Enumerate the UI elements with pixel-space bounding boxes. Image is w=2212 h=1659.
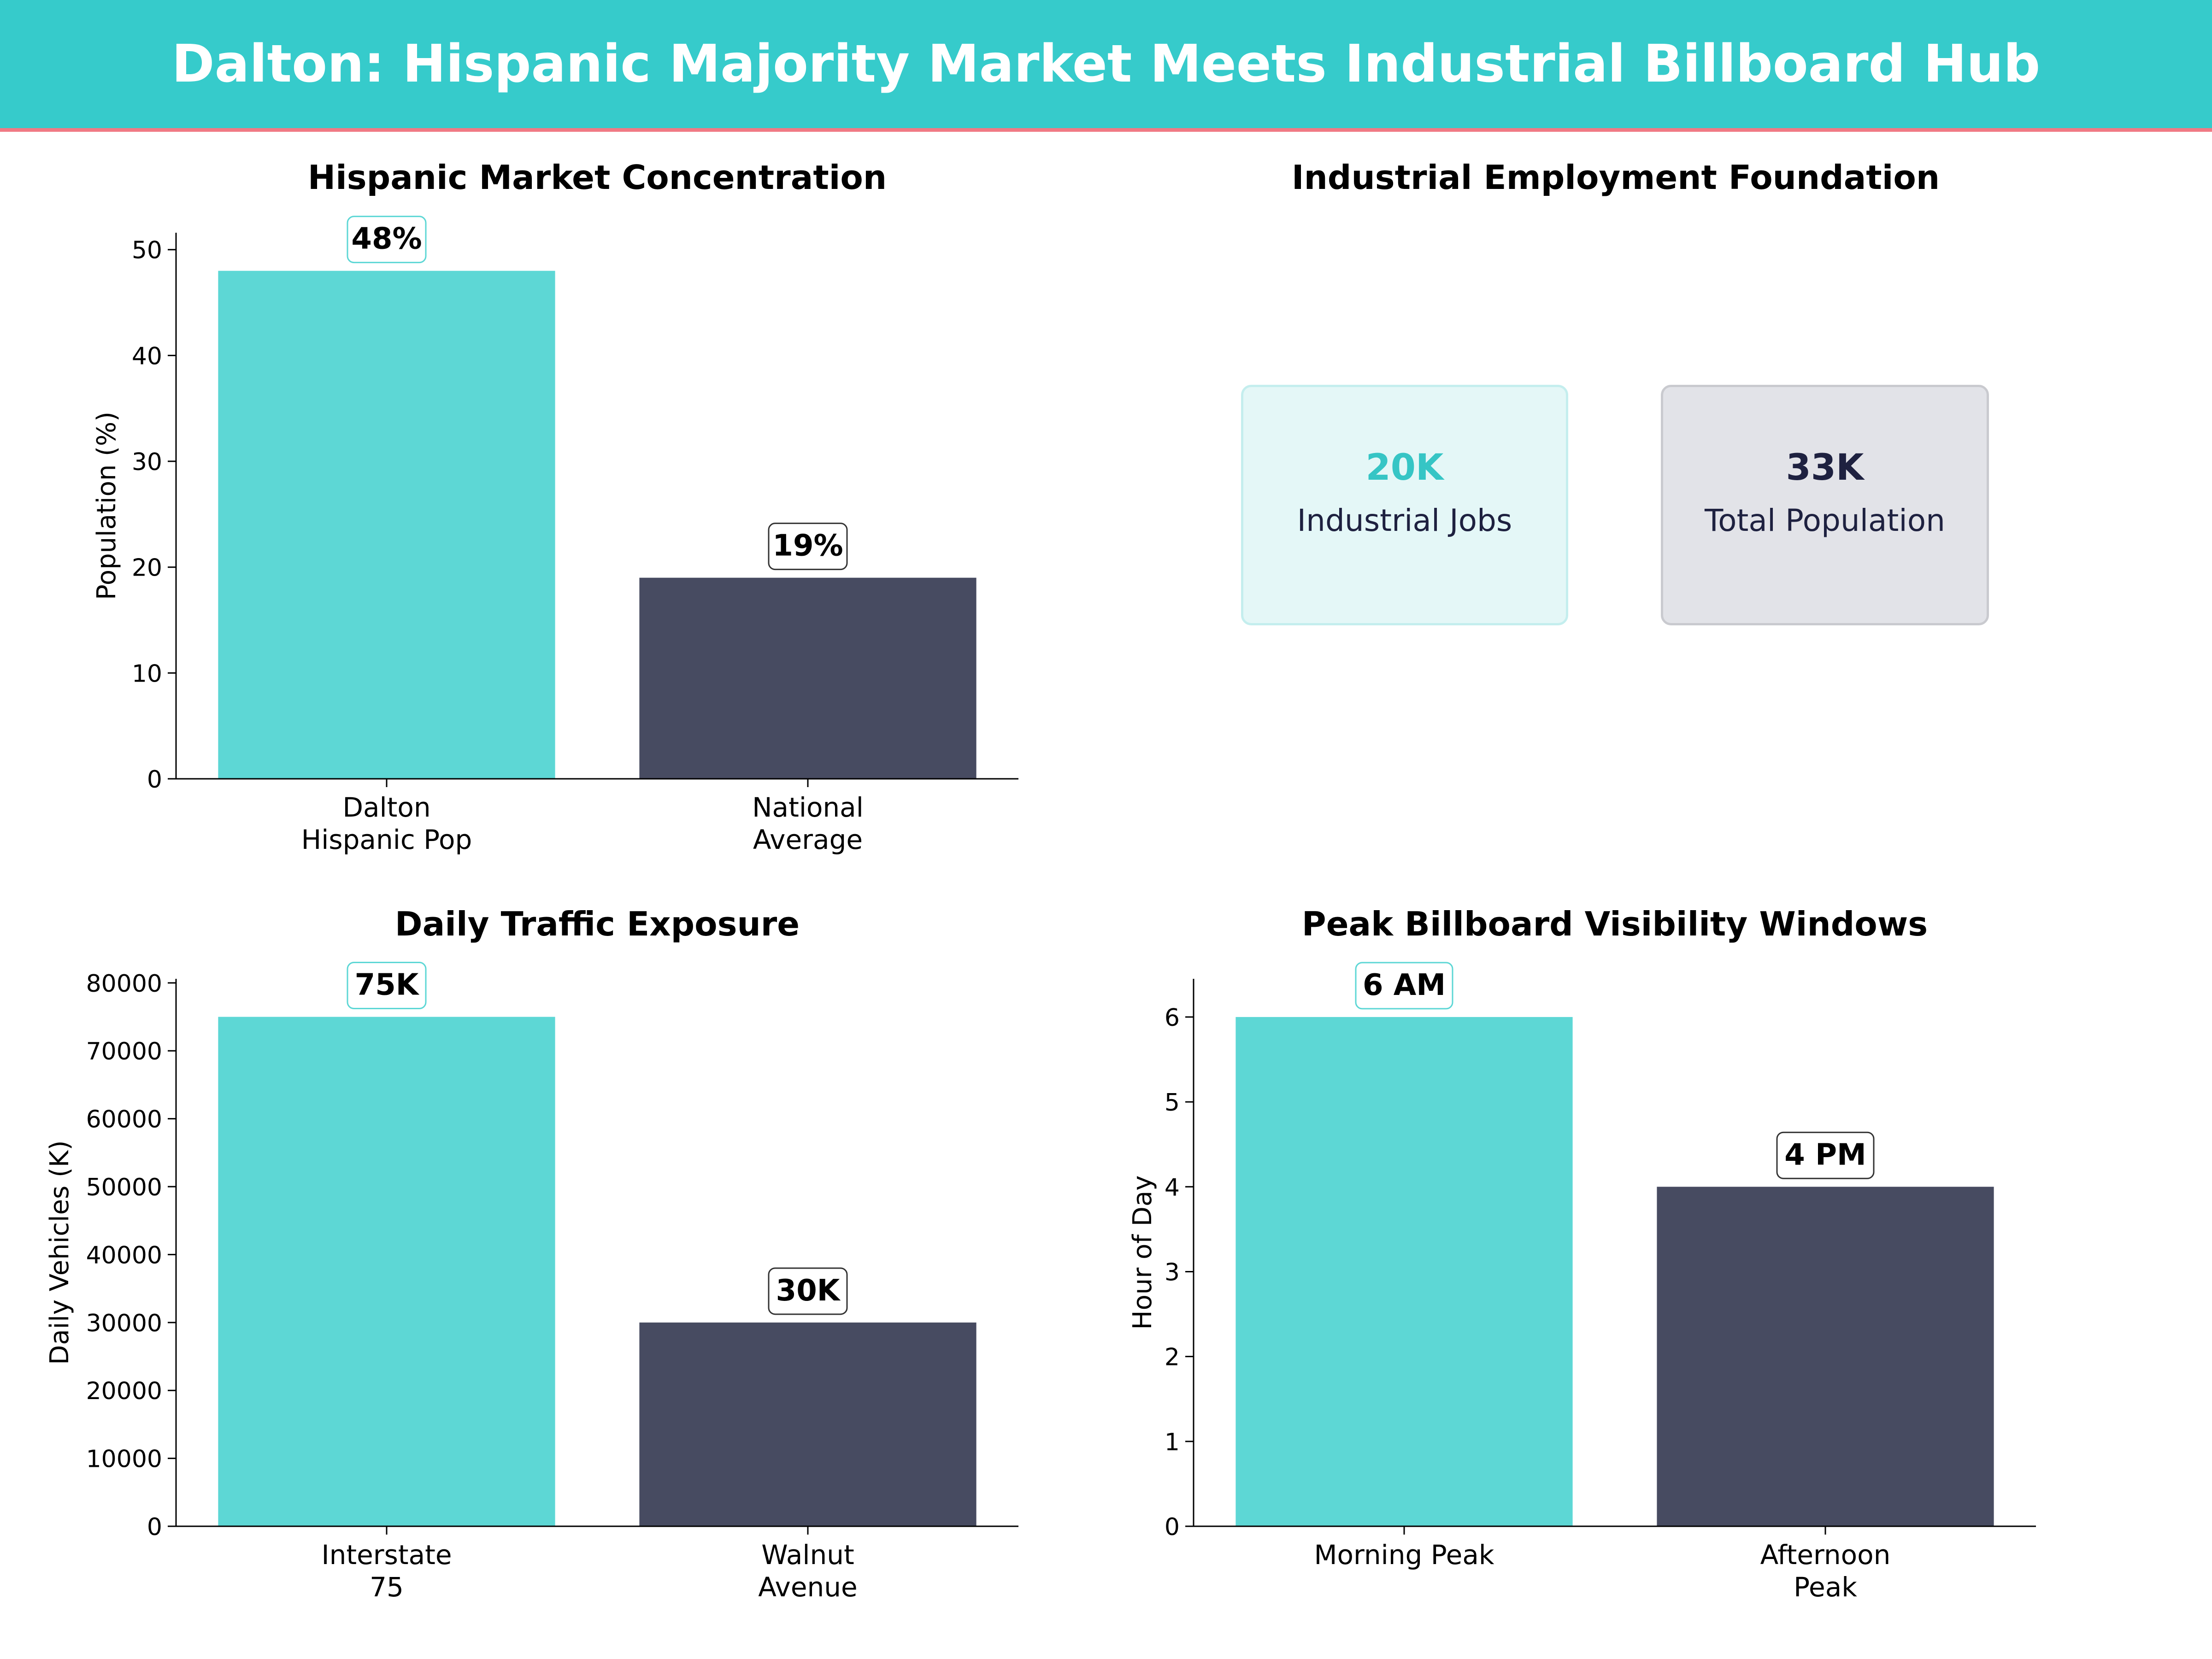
chart3-y-tick-label: 6 [1165, 1004, 1180, 1032]
chart1-y-tick-label: 0 [147, 766, 162, 794]
title-banner-underline [0, 128, 2212, 132]
chart2-y-axis-label: Daily Vehicles (K) [45, 1140, 75, 1365]
chart1-y-tick-label: 20 [132, 554, 162, 582]
chart2-data-label-box [768, 1267, 848, 1315]
chart3-y-axis-label: Hour of Day [1128, 1175, 1158, 1330]
kpi-card-industrial-jobs: 20K Industrial Jobs [1241, 385, 1568, 625]
chart1-bar [639, 577, 977, 779]
chart1-data-label-box [347, 216, 427, 264]
kpi-value: 33K [1786, 447, 1864, 488]
chart3-data-label: 4 PM [1784, 1138, 1866, 1172]
chart1-y-tick-label: 10 [132, 660, 162, 688]
kpi-card-total-population: 33K Total Population [1661, 385, 1989, 625]
chart3-bar [1657, 1187, 1994, 1526]
chart2-y-tick-label: 10000 [86, 1446, 162, 1473]
chart1-bar [218, 271, 555, 779]
chart1-data-label: 19% [772, 529, 843, 563]
chart1-title: Hispanic Market Concentration [308, 158, 887, 197]
chart3-y-tick-label: 0 [1165, 1513, 1180, 1541]
chart3-y-tick-label: 5 [1165, 1089, 1180, 1117]
chart3-bar [1235, 1017, 1573, 1526]
chart2-bar [639, 1322, 977, 1526]
chart1-x-tick-label: National Average [752, 792, 864, 855]
kpi-panel-title: Industrial Employment Foundation [1292, 158, 1940, 197]
kpi-label: Industrial Jobs [1297, 503, 1512, 538]
chart1-data-label-box [768, 523, 848, 571]
chart2-data-label: 30K [776, 1274, 841, 1308]
chart2-y-tick-label: 0 [147, 1513, 162, 1541]
chart3-x-tick-label: Afternoon Peak [1760, 1539, 1891, 1603]
page-title: Dalton: Hispanic Majority Market Meets I… [171, 34, 2041, 94]
chart2-y-tick-label: 80000 [86, 970, 162, 998]
chart2-y-tick-label: 60000 [86, 1106, 162, 1134]
chart3-y-tick-label: 3 [1165, 1259, 1180, 1286]
chart3-y-tick-label: 2 [1165, 1344, 1180, 1371]
chart1-y-tick-label: 40 [132, 342, 162, 370]
chart1-y-axis-label: Population (%) [92, 412, 122, 600]
chart2-title: Daily Traffic Exposure [395, 905, 800, 943]
chart3-data-label: 6 AM [1363, 968, 1446, 1002]
chart2-bar [218, 1017, 555, 1526]
title-banner [0, 0, 2212, 128]
chart3-x-tick-label: Morning Peak [1314, 1539, 1494, 1571]
chart3-data-label-box [1776, 1131, 1875, 1179]
chart1-y-tick-label: 50 [132, 237, 162, 265]
chart2-x-tick-label: Interstate 75 [321, 1539, 452, 1603]
chart2-x-tick-label: Walnut Avenue [758, 1539, 858, 1603]
chart1-x-tick-label: Dalton Hispanic Pop [301, 792, 472, 855]
chart2-y-tick-label: 20000 [86, 1377, 162, 1405]
chart1-data-label: 48% [351, 222, 422, 256]
chart3-data-label-box [1355, 962, 1453, 1010]
chart3-y-tick-label: 4 [1165, 1174, 1180, 1201]
chart2-y-tick-label: 70000 [86, 1038, 162, 1065]
chart2-y-tick-label: 30000 [86, 1310, 162, 1337]
chart3-y-tick-label: 1 [1165, 1429, 1180, 1456]
chart2-y-tick-label: 50000 [86, 1174, 162, 1201]
kpi-value: 20K [1365, 447, 1444, 488]
chart2-data-label: 75K [355, 968, 420, 1002]
chart3-title: Peak Billboard Visibility Windows [1302, 905, 1928, 943]
chart2-data-label-box [347, 962, 427, 1010]
kpi-label: Total Population [1705, 503, 1945, 538]
chart1-y-tick-label: 30 [132, 448, 162, 476]
chart2-y-tick-label: 40000 [86, 1241, 162, 1269]
